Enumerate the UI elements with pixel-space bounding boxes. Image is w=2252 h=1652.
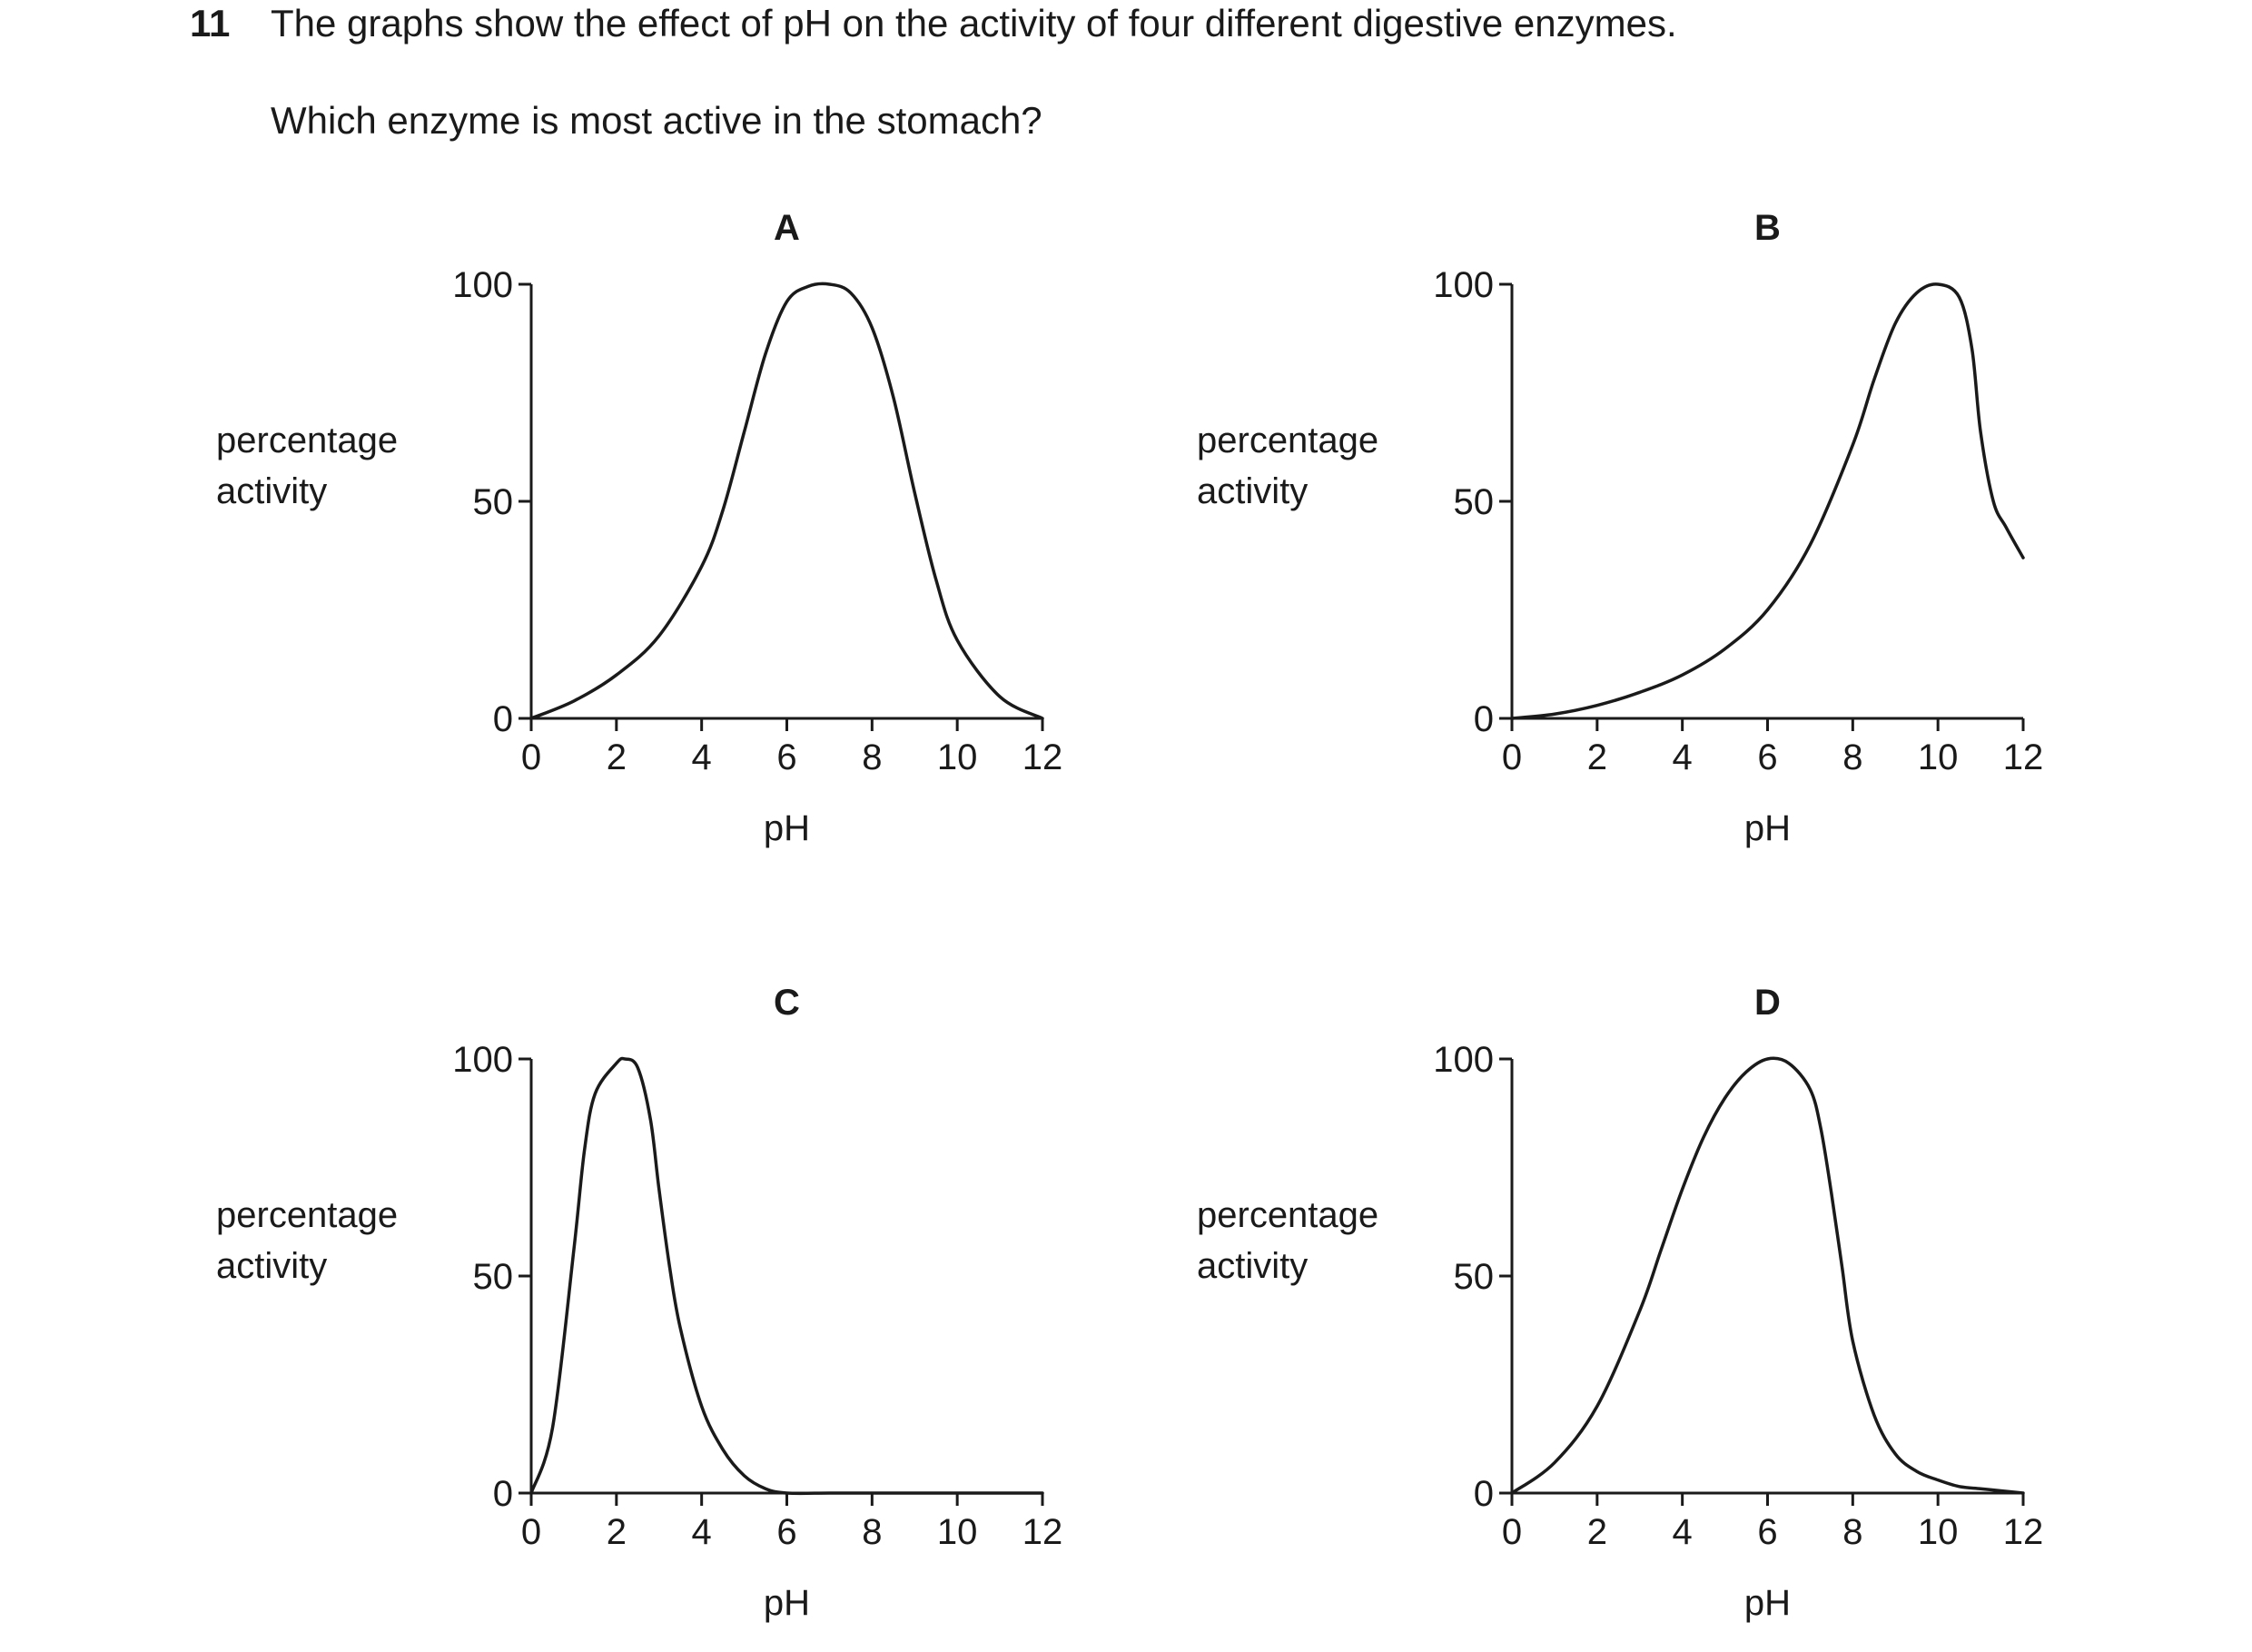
x-tick-label: 0 — [1502, 1512, 1522, 1552]
x-tick-label: 8 — [862, 737, 882, 777]
x-tick-label: 12 — [2003, 1512, 2044, 1552]
series-line-a — [529, 282, 1044, 720]
x-tick-label: 12 — [2003, 737, 2044, 777]
y-tick-label: 50 — [473, 1257, 514, 1297]
y-tick-label: 50 — [1454, 1257, 1495, 1297]
x-tick-label: 6 — [776, 737, 796, 777]
chart-a-title: A — [774, 208, 800, 248]
x-tick-label: 4 — [692, 1512, 712, 1552]
x-tick-label: 2 — [1587, 737, 1607, 777]
y-axis-label: percentage activity — [1197, 420, 1378, 511]
chart-d-title: D — [1754, 983, 1781, 1023]
chart-c: C 0 2 4 6 8 10 12 0 50 100 pH percentage activity — [216, 983, 1062, 1623]
x-axis-label: pH — [1744, 808, 1791, 848]
x-axis-label: pH — [1744, 1583, 1791, 1623]
series-line-c — [529, 1056, 1044, 1496]
y-tick-label: 100 — [1433, 1040, 1494, 1080]
x-tick-label: 10 — [937, 737, 978, 777]
x-tick-label: 10 — [1918, 737, 1959, 777]
x-tick-label: 0 — [521, 737, 541, 777]
y-tick-label: 0 — [1474, 699, 1494, 739]
x-tick-label: 4 — [1673, 1512, 1693, 1552]
y-tick-label: 50 — [1454, 482, 1495, 522]
question-number: 11 — [190, 2, 231, 45]
x-tick-label: 8 — [1842, 737, 1862, 777]
y-tick-label: 0 — [493, 699, 513, 739]
chart-a: A 0 2 4 6 8 10 12 0 50 100 pH percentage activity — [216, 208, 1062, 848]
y-axis-label-line: percentage — [216, 1195, 398, 1235]
y-axis-label-line: activity — [1197, 1246, 1308, 1286]
x-tick-label: 10 — [1918, 1512, 1959, 1552]
y-axis-label-line: percentage — [216, 420, 398, 460]
y-axis-label: percentage activity — [1197, 1195, 1378, 1286]
y-tick-label: 50 — [473, 482, 514, 522]
y-axis-label-line: activity — [1197, 471, 1308, 511]
series-line-d — [1510, 1056, 2025, 1495]
y-tick-label: 0 — [493, 1474, 513, 1514]
y-tick-label: 100 — [1433, 265, 1494, 305]
x-tick-label: 2 — [607, 737, 627, 777]
chart-c-title: C — [774, 983, 800, 1023]
y-axis-label-line: percentage — [1197, 1195, 1378, 1235]
chart-b-title: B — [1754, 208, 1781, 248]
x-tick-label: 12 — [1022, 737, 1063, 777]
question-prompt: Which enzyme is most active in the stoma… — [271, 99, 1042, 142]
x-tick-label: 6 — [1757, 737, 1777, 777]
x-tick-label: 2 — [1587, 1512, 1607, 1552]
y-tick-label: 100 — [452, 265, 513, 305]
x-tick-label: 12 — [1022, 1512, 1063, 1552]
x-tick-label: 2 — [607, 1512, 627, 1552]
y-axis-label: percentage activity — [216, 1195, 398, 1286]
x-tick-label: 6 — [776, 1512, 796, 1552]
x-axis-label: pH — [764, 1583, 810, 1623]
x-tick-label: 6 — [1757, 1512, 1777, 1552]
x-tick-label: 4 — [692, 737, 712, 777]
y-axis-label-line: activity — [216, 471, 327, 511]
y-tick-label: 100 — [452, 1040, 513, 1080]
series-line-b — [1510, 282, 2025, 720]
chart-d: D 0 2 4 6 8 10 12 0 50 100 pH percentage activity — [1197, 983, 2043, 1623]
x-tick-label: 8 — [862, 1512, 882, 1552]
y-tick-label: 0 — [1474, 1474, 1494, 1514]
x-tick-label: 0 — [1502, 737, 1522, 777]
question-text: The graphs show the effect of pH on the … — [271, 2, 1677, 45]
x-axis-label: pH — [764, 808, 810, 848]
x-tick-label: 4 — [1673, 737, 1693, 777]
y-axis-label: percentage activity — [216, 420, 398, 511]
chart-b: B 0 2 4 6 8 10 12 0 50 100 pH percentage activity — [1197, 208, 2043, 848]
y-axis-label-line: percentage — [1197, 420, 1378, 460]
x-tick-label: 10 — [937, 1512, 978, 1552]
x-tick-label: 0 — [521, 1512, 541, 1552]
x-tick-label: 8 — [1842, 1512, 1862, 1552]
y-axis-label-line: activity — [216, 1246, 327, 1286]
